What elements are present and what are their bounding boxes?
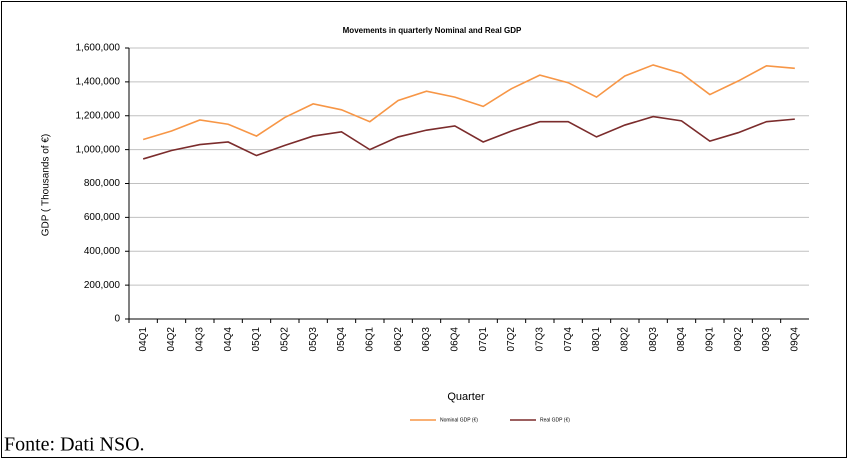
x-tick-label: 07Q1	[478, 327, 489, 352]
caption: Fonte: Dati NSO.	[4, 434, 145, 456]
y-tick-label: 1,400,000	[76, 77, 121, 88]
x-tick-label: 08Q2	[619, 327, 630, 352]
chart-title: Movements in quarterly Nominal and Real …	[343, 26, 522, 35]
x-tick-label: 05Q4	[336, 327, 347, 352]
x-tick-label: 08Q3	[648, 327, 659, 352]
y-tick-label: 0	[114, 314, 120, 325]
x-tick-label: 04Q2	[166, 327, 177, 352]
series-line	[142, 64, 795, 141]
series-line	[142, 115, 795, 160]
x-tick-label: 06Q1	[364, 327, 375, 352]
x-tick-label: 06Q2	[393, 327, 404, 352]
x-tick-label: 08Q4	[676, 327, 687, 352]
y-axis-label: GDP ( Thousands of €)	[41, 134, 52, 236]
x-tick-label: 06Q3	[421, 327, 432, 352]
x-tick-label: 04Q3	[194, 327, 205, 352]
x-tick-label: 07Q4	[563, 327, 574, 352]
x-tick-label: 07Q3	[534, 327, 545, 352]
y-tick-label: 1,200,000	[76, 110, 121, 121]
x-tick-label: 05Q2	[279, 327, 290, 352]
legend-label: Real GDP (€)	[540, 417, 570, 423]
y-tick-label: 800,000	[84, 178, 121, 189]
y-tick-label: 400,000	[84, 246, 121, 257]
x-tick-label: 09Q2	[733, 327, 744, 352]
x-tick-label: 04Q1	[138, 327, 149, 352]
x-tick-label: 09Q3	[761, 327, 772, 352]
y-tick-label: 600,000	[84, 212, 121, 223]
x-axis-label: Quarter	[447, 391, 485, 403]
x-tick-label: 07Q2	[506, 327, 517, 352]
y-tick-label: 1,000,000	[76, 144, 121, 155]
x-tick-label: 08Q1	[591, 327, 602, 352]
x-tick-label: 05Q3	[308, 327, 319, 352]
x-tick-label: 06Q4	[449, 327, 460, 352]
legend-label: Nominal GDP (€)	[440, 417, 478, 423]
x-tick-label: 09Q4	[789, 327, 800, 352]
y-tick-label: 1,600,000	[76, 43, 121, 54]
y-tick-label: 200,000	[84, 280, 121, 291]
x-tick-label: 05Q1	[251, 327, 262, 352]
x-tick-label: 04Q4	[223, 327, 234, 352]
x-tick-label: 09Q1	[704, 327, 715, 352]
